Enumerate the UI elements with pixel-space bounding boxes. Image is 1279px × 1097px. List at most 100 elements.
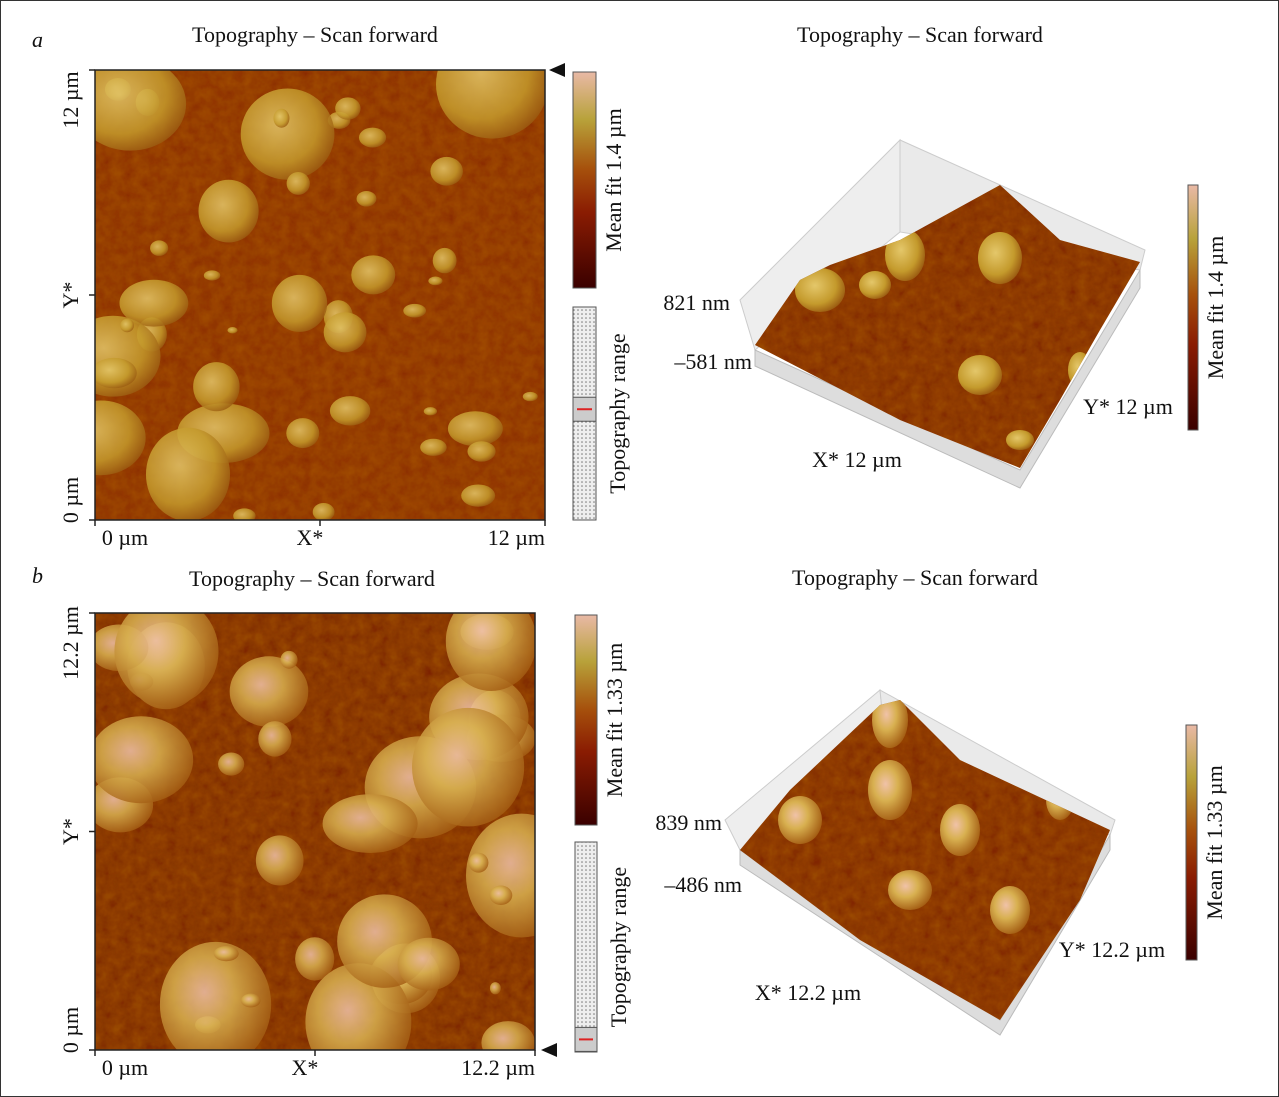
grain	[146, 428, 230, 521]
grain	[403, 304, 426, 318]
topography-map	[87, 592, 577, 1081]
grain	[199, 180, 259, 243]
colorbar-label: Mean fit 1.33 µm	[1202, 765, 1227, 919]
y-axis-label: Y* 12.2 µm	[1059, 937, 1165, 962]
grain	[469, 853, 489, 873]
grain	[467, 441, 495, 461]
peak	[1006, 430, 1034, 450]
grain	[233, 508, 255, 523]
grain	[193, 362, 239, 411]
grain	[258, 721, 291, 756]
z-min-label: –581 nm	[673, 349, 752, 374]
peak	[868, 760, 912, 820]
y-axis-label: 0 µm	[58, 477, 83, 523]
range-bar	[575, 842, 597, 1052]
x-axis-label: 0 µm	[102, 1055, 148, 1080]
peak	[778, 796, 822, 844]
marker	[549, 63, 565, 77]
grain	[91, 358, 137, 388]
grain	[324, 312, 367, 352]
x-axis-label: 12 µm	[488, 525, 545, 550]
colorbar-label: Mean fit 1.33 µm	[602, 643, 627, 797]
grain	[424, 407, 437, 415]
z-max-label: 839 nm	[655, 810, 722, 835]
grain	[428, 277, 442, 286]
grain	[461, 484, 495, 506]
peak	[888, 870, 932, 910]
grain	[280, 651, 297, 669]
grain	[359, 128, 386, 148]
grain	[120, 319, 134, 333]
grain	[446, 592, 537, 691]
y-axis-label: Y*	[58, 282, 83, 309]
grain	[204, 270, 220, 280]
y-axis-label: 12.2 µm	[58, 606, 83, 680]
range-label: Topography range	[606, 867, 631, 1027]
grain	[56, 400, 146, 475]
y-axis-label: Y*	[58, 818, 83, 845]
grain	[286, 418, 319, 448]
range-label: Topography range	[605, 333, 630, 493]
grain	[448, 411, 503, 446]
map-title: Topography – Scan forward	[189, 566, 435, 591]
peak	[859, 271, 891, 299]
surface-title: Topography – Scan forward	[792, 565, 1038, 590]
grain	[256, 835, 304, 885]
grain	[150, 240, 168, 256]
grain	[241, 994, 261, 1008]
panel-letter: a	[32, 27, 43, 52]
grain	[214, 946, 239, 961]
map-title: Topography – Scan forward	[192, 22, 438, 47]
grain	[230, 656, 309, 727]
peak	[978, 232, 1022, 284]
grain	[398, 938, 460, 991]
grain	[433, 248, 457, 273]
colorbar-label: Mean fit 1.4 µm	[1203, 236, 1228, 379]
colorbar-label: Mean fit 1.4 µm	[601, 108, 626, 251]
grain	[436, 30, 548, 139]
x-axis-label: 0 µm	[102, 525, 148, 550]
grain	[330, 396, 370, 425]
grain	[273, 109, 289, 128]
x-axis-label: X*	[292, 1055, 319, 1080]
grain	[523, 392, 538, 401]
grain	[430, 157, 463, 186]
y-axis-label: 0 µm	[58, 1007, 83, 1053]
grain	[412, 708, 524, 827]
grain	[357, 191, 377, 207]
x-axis-label: X* 12 µm	[812, 447, 902, 472]
x-axis-label: 12.2 µm	[461, 1055, 535, 1080]
grain	[323, 794, 418, 853]
grain	[351, 255, 395, 294]
x-axis-label: X*	[297, 525, 324, 550]
x-axis-label: X* 12.2 µm	[755, 980, 861, 1005]
y-axis-label: Y* 12 µm	[1083, 394, 1173, 419]
colorbar	[1188, 185, 1198, 430]
grain	[466, 814, 577, 938]
grain	[241, 89, 335, 180]
grain	[420, 439, 447, 456]
grain	[489, 886, 512, 905]
grain	[490, 982, 501, 994]
grain	[89, 716, 193, 803]
colorbar	[575, 615, 597, 825]
grain	[287, 172, 310, 195]
figure: a Topography – Scan forward 12 µm Y* 0 µm 0 µ…	[0, 0, 1279, 1097]
grain	[272, 275, 327, 332]
z-min-label: –486 nm	[663, 872, 742, 897]
peak	[990, 886, 1030, 934]
panel-letter: b	[32, 563, 43, 588]
z-max-label: 821 nm	[663, 290, 730, 315]
peak	[940, 804, 980, 856]
grain	[227, 327, 237, 333]
y-axis-label: 12 µm	[58, 71, 83, 128]
grain	[313, 503, 335, 521]
grain	[218, 753, 244, 776]
colorbar	[1186, 725, 1197, 960]
grain	[75, 57, 187, 151]
colorbar	[573, 72, 596, 288]
topography-map	[56, 30, 549, 523]
surface-title: Topography – Scan forward	[797, 22, 1043, 47]
peak	[958, 355, 1002, 395]
marker	[541, 1043, 557, 1057]
